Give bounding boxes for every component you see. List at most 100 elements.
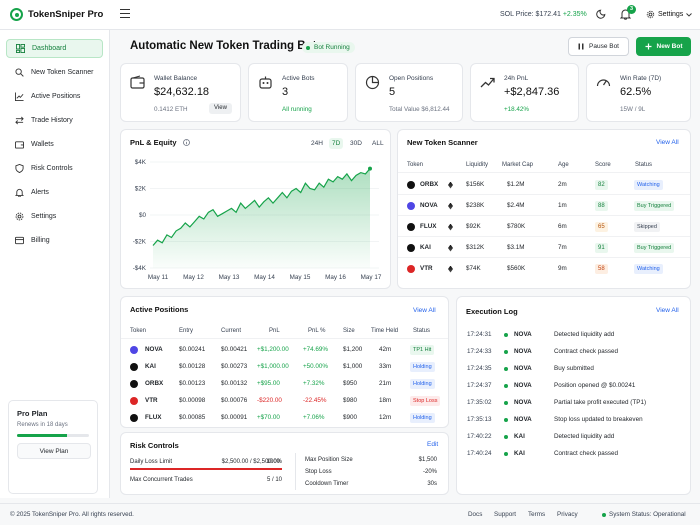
position-pct: -22.45% — [303, 397, 327, 404]
status-badge: Buy Triggered — [634, 201, 675, 211]
log-message: Position opened @ $0.00241 — [554, 382, 636, 389]
stat-value: 5 — [389, 86, 396, 98]
log-token: KAI — [514, 433, 525, 440]
position-pnl: +$95.00 — [257, 380, 280, 387]
menu-icon[interactable] — [120, 9, 130, 19]
log-message: Buy submitted — [554, 365, 594, 372]
position-pct: +7.06% — [303, 414, 325, 421]
position-token: NOVA — [145, 346, 163, 353]
stat-sub: All running — [282, 106, 312, 113]
stop-loss-value: -20% — [422, 469, 437, 475]
scanner-mcap: $2.4M — [507, 202, 525, 209]
scanner-view-all-link[interactable]: View All — [656, 139, 679, 146]
range-tab-7d[interactable]: 7D — [329, 138, 344, 149]
max-position-value: $1,500 — [418, 457, 437, 463]
risk-edit-link[interactable]: Edit — [427, 441, 439, 448]
scanner-header: Age — [558, 162, 569, 168]
log-message: Contract check passed — [554, 348, 619, 355]
stat-label: Active Bots — [282, 75, 315, 82]
scanner-header: Status — [635, 162, 653, 168]
position-entry: $0.00241 — [179, 346, 206, 353]
log-time: 17:24:31 — [467, 331, 492, 338]
footer-link-support[interactable]: Support — [494, 511, 517, 518]
log-time: 17:40:24 — [467, 450, 492, 457]
ethereum-icon — [448, 244, 453, 252]
position-pct: +74.69% — [303, 346, 329, 353]
log-view-all-link[interactable]: View All — [656, 307, 679, 314]
scanner-age: 6m — [558, 223, 567, 230]
position-size: $950 — [343, 380, 358, 387]
robot-icon — [259, 76, 272, 89]
swap-icon — [15, 116, 24, 125]
position-size: $900 — [343, 414, 358, 421]
sidebar-item-billing[interactable]: Billing — [6, 231, 103, 250]
scanner-mcap: $560K — [507, 265, 526, 272]
pie-chart-icon — [365, 75, 380, 90]
sidebar-item-history[interactable]: Trade History — [6, 111, 103, 130]
range-tab-24h[interactable]: 24H — [311, 140, 323, 147]
execution-log-card: Execution Log View All 17:24:31 NOVA Detec… — [456, 296, 691, 495]
max-position-label: Max Position Size — [305, 457, 353, 463]
log-title: Execution Log — [466, 307, 518, 316]
log-token: KAI — [514, 450, 525, 457]
x-tick-label: May 11 — [148, 274, 169, 281]
status-badge: Holding — [410, 413, 435, 423]
settings-menu[interactable]: Settings — [646, 10, 693, 19]
positions-view-all-link[interactable]: View All — [413, 307, 436, 314]
log-token: NOVA — [514, 331, 532, 338]
stat-open-positions: Open Positions 5 Total Value $6,812.44 — [355, 63, 463, 122]
token-logo-icon — [407, 244, 415, 252]
x-tick-label: May 16 — [325, 274, 346, 281]
scanner-header: Token — [407, 162, 424, 168]
gauge-icon — [596, 79, 611, 87]
token-logo-icon — [130, 363, 138, 371]
log-status-dot — [504, 384, 508, 388]
sol-price: SOL Price: $172.41 +2.35% — [500, 11, 587, 18]
copyright: © 2025 TokenSniper Pro. All rights reser… — [10, 511, 134, 518]
sidebar-item-scanner[interactable]: New Token Scanner — [6, 63, 103, 82]
position-current: $0.00421 — [221, 346, 248, 353]
bot-status-badge: Bot Running — [302, 42, 355, 53]
sidebar-item-settings[interactable]: Settings — [6, 207, 103, 226]
ethereum-icon — [448, 181, 453, 189]
view-plan-button[interactable]: View Plan — [17, 443, 91, 459]
info-icon[interactable] — [182, 139, 190, 146]
new-bot-button[interactable]: New Bot — [636, 37, 691, 56]
sidebar-item-alerts[interactable]: Alerts — [6, 183, 103, 202]
status-badge: Buy Triggered — [634, 243, 675, 253]
stat-sub: 15W / 9L — [620, 106, 646, 113]
plan-progress-fill — [17, 434, 68, 437]
status-badge: Skipped — [634, 222, 660, 232]
billing-icon — [15, 236, 24, 245]
scanner-header: Score — [595, 162, 611, 168]
footer-link-privacy[interactable]: Privacy — [557, 511, 578, 518]
position-pnl: +$1,200.00 — [257, 346, 289, 353]
sidebar-item-dashboard[interactable]: Dashboard — [6, 39, 103, 58]
pause-bot-button[interactable]: Pause Bot — [568, 37, 629, 56]
moon-icon[interactable] — [596, 9, 606, 19]
stat-value: $24,632.18 — [154, 86, 210, 98]
position-pct: +7.32% — [303, 380, 325, 387]
range-tab-all[interactable]: ALL — [372, 140, 384, 147]
view-wallet-button[interactable]: View — [209, 103, 232, 114]
sidebar-item-wallets[interactable]: Wallets — [6, 135, 103, 154]
range-tab-30d[interactable]: 30D — [350, 140, 362, 147]
concurrent-trades-label: Max Concurrent Trades — [130, 477, 193, 483]
scanner-token: NOVA — [420, 202, 438, 209]
token-logo-icon — [407, 181, 415, 189]
sidebar-item-positions[interactable]: Active Positions — [6, 87, 103, 106]
position-time: 21m — [379, 380, 392, 387]
stat-win-rate: Win Rate (7D) 62.5% 15W / 9L — [586, 63, 691, 122]
footer-link-terms[interactable]: Terms — [528, 511, 546, 518]
position-token: VTR — [145, 397, 158, 404]
status-badge: Holding — [410, 379, 435, 389]
footer-link-docs[interactable]: Docs — [468, 511, 483, 518]
position-time: 42m — [379, 346, 392, 353]
positions-header: Time Held — [371, 328, 399, 334]
system-status: System Status: Operational — [609, 511, 686, 518]
log-token: NOVA — [514, 382, 532, 389]
status-badge: TP1 Hit — [410, 345, 435, 355]
sidebar-item-risk[interactable]: Risk Controls — [6, 159, 103, 178]
stat-label: Win Rate (7D) — [620, 75, 662, 82]
app-title: TokenSniper Pro — [28, 9, 104, 20]
